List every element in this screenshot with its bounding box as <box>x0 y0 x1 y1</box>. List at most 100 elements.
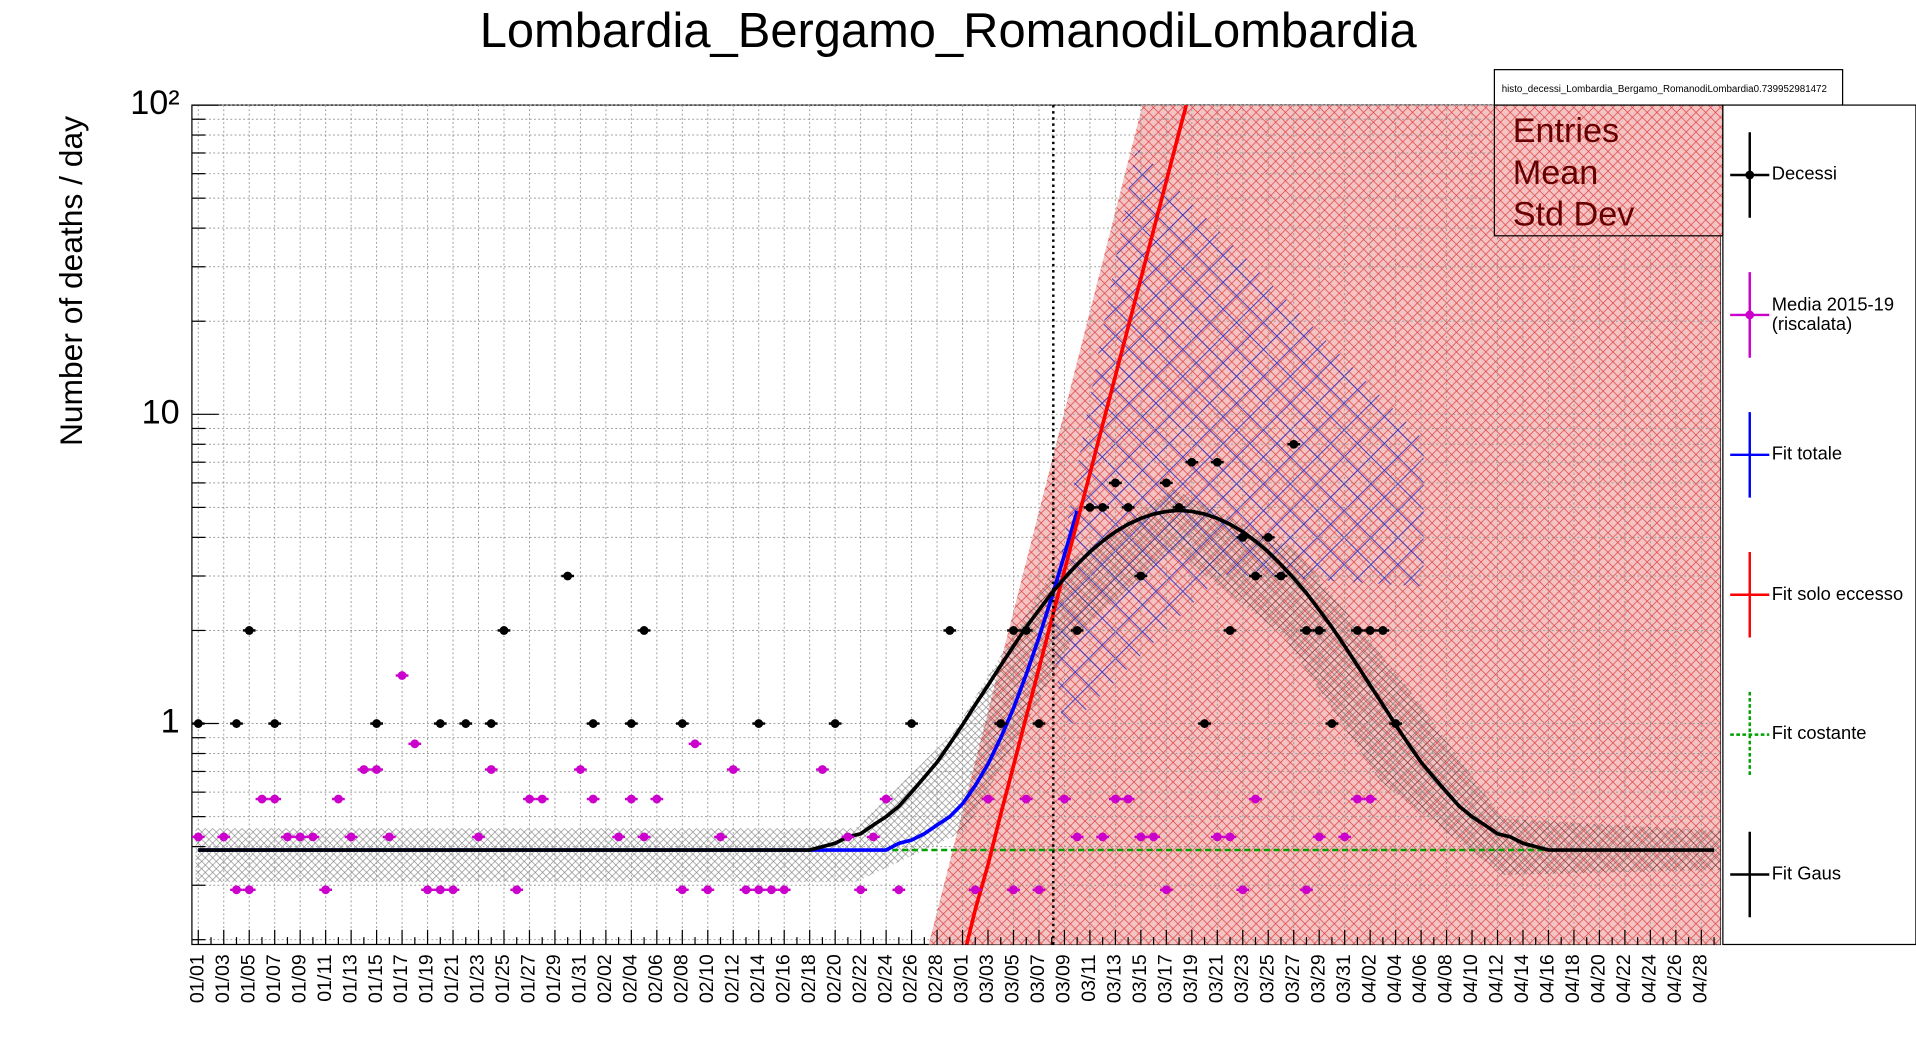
data-point <box>714 832 727 842</box>
x-tick-label: 02/20 <box>823 954 845 1003</box>
marker <box>868 832 878 842</box>
marker <box>1098 832 1108 842</box>
marker <box>474 832 483 842</box>
marker <box>677 885 687 895</box>
marker <box>716 832 725 842</box>
data-point <box>854 885 868 895</box>
data-point <box>1312 832 1326 842</box>
x-tick-label: 04/04 <box>1384 954 1406 1003</box>
data-point <box>1121 794 1135 804</box>
x-tick-label: 02/22 <box>849 954 871 1003</box>
marker <box>626 719 636 728</box>
marker <box>1123 503 1133 512</box>
marker <box>525 794 534 804</box>
marker <box>1072 626 1082 635</box>
data-point <box>1249 794 1262 804</box>
marker <box>1365 794 1375 804</box>
x-tick-label: 04/06 <box>1409 954 1431 1003</box>
data-point <box>1109 478 1122 488</box>
x-tick-label: 01/15 <box>365 954 387 1003</box>
marker <box>321 885 331 895</box>
legend-label-box: Fit Gaus <box>1772 864 1841 884</box>
x-tick-label: 03/31 <box>1333 954 1355 1003</box>
marker <box>652 794 662 804</box>
marker <box>1212 457 1222 467</box>
data-point <box>1287 439 1301 449</box>
marker <box>1136 832 1146 842</box>
data-point <box>1363 794 1377 804</box>
marker <box>1263 532 1273 542</box>
marker <box>639 832 649 842</box>
x-tick-label: 01/05 <box>237 954 259 1003</box>
data-point <box>675 719 689 728</box>
x-tick-label: 03/23 <box>1231 954 1253 1003</box>
x-tick-label: 02/06 <box>645 954 667 1003</box>
marker <box>384 832 394 842</box>
x-tick-label: 01/01 <box>186 954 208 1003</box>
y-tick-label: 10 <box>142 393 180 431</box>
x-tick-label: 01/23 <box>467 954 489 1003</box>
marker <box>1034 885 1044 895</box>
fit-line <box>964 105 1189 945</box>
marker <box>1340 832 1350 842</box>
x-tick-label: 04/12 <box>1486 954 1508 1003</box>
marker <box>244 626 254 635</box>
marker <box>1034 719 1044 728</box>
data-point <box>968 885 982 895</box>
marker <box>435 719 445 728</box>
data-point <box>1223 832 1237 842</box>
grid <box>191 104 1721 945</box>
data-point <box>624 719 638 728</box>
marker <box>907 719 916 728</box>
data-point <box>230 719 243 728</box>
data-point <box>1147 832 1160 842</box>
data-point <box>1363 626 1377 635</box>
data-point <box>1096 503 1110 512</box>
data-point <box>1172 503 1186 512</box>
x-tick-label: 04/18 <box>1562 954 1584 1003</box>
data-point <box>293 832 307 842</box>
marker <box>461 719 471 728</box>
marker <box>308 832 318 842</box>
data-point <box>433 885 447 895</box>
data-point <box>306 832 320 842</box>
data-point <box>561 571 575 581</box>
stats-title: histo_decessi_Lombardia_Bergamo_Romanodi… <box>1502 84 1827 95</box>
marker <box>767 885 776 895</box>
legend-swatch <box>1745 170 1755 180</box>
legend-label: Fit costante <box>1771 723 1867 745</box>
x-tick-label: 02/10 <box>696 954 718 1003</box>
marker <box>1021 626 1031 635</box>
marker <box>1174 503 1184 512</box>
x-tick-label: 02/26 <box>900 954 922 1003</box>
marker <box>1060 794 1069 804</box>
legend-label-box: Decessi <box>1772 165 1837 185</box>
marker <box>779 885 789 895</box>
x-tick-label: 04/14 <box>1511 954 1533 1003</box>
data-point <box>1210 457 1224 467</box>
marker <box>588 719 598 728</box>
x-tick-label: 02/02 <box>594 954 616 1003</box>
data-point <box>943 626 957 635</box>
data-point <box>535 794 549 804</box>
x-tick-label: 04/26 <box>1664 954 1686 1003</box>
chart-title: Lombardia_Bergamo_RomanodiLombardia <box>480 4 1418 58</box>
data-point <box>1351 794 1364 804</box>
bands <box>195 105 1721 945</box>
fit-line <box>198 508 1715 852</box>
x-tick-label: 01/29 <box>543 954 565 1003</box>
x-tick-label: 01/19 <box>416 954 438 1003</box>
y-tick-label: 10² <box>130 84 179 122</box>
marker <box>1225 626 1235 635</box>
marker <box>346 832 356 842</box>
data-point <box>191 832 205 842</box>
x-tick-label: 03/07 <box>1027 954 1049 1003</box>
marker <box>448 885 458 895</box>
x-tick-label: 02/14 <box>747 954 769 1003</box>
marker <box>295 832 305 842</box>
x-tick-label: 04/02 <box>1358 954 1380 1003</box>
x-tick-label: 02/24 <box>874 954 896 1003</box>
data-point <box>586 719 600 728</box>
marker <box>283 832 292 842</box>
x-tick-label: 01/03 <box>212 954 234 1003</box>
